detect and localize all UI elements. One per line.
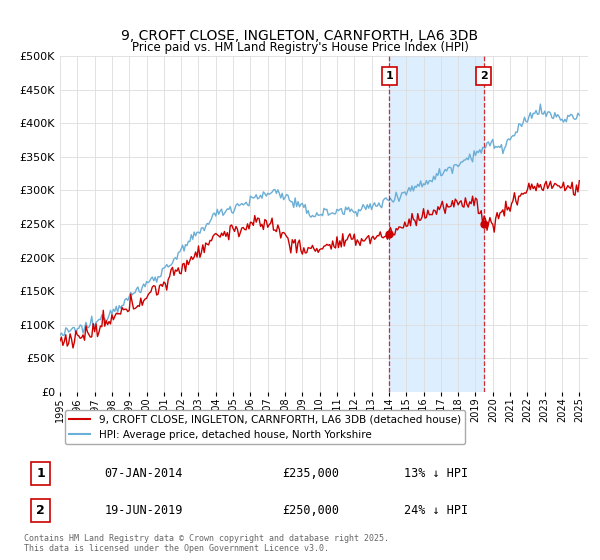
Text: Price paid vs. HM Land Registry's House Price Index (HPI): Price paid vs. HM Land Registry's House … xyxy=(131,41,469,54)
Bar xyxy=(389,56,484,392)
Text: £235,000: £235,000 xyxy=(283,466,340,479)
Legend: 9, CROFT CLOSE, INGLETON, CARNFORTH, LA6 3DB (detached house), HPI: Average pric: 9, CROFT CLOSE, INGLETON, CARNFORTH, LA6… xyxy=(65,410,465,444)
Text: 19-JUN-2019: 19-JUN-2019 xyxy=(104,505,182,517)
Text: Contains HM Land Registry data © Crown copyright and database right 2025.
This d: Contains HM Land Registry data © Crown c… xyxy=(23,534,389,553)
Text: 2: 2 xyxy=(37,505,45,517)
Text: £250,000: £250,000 xyxy=(283,505,340,517)
Text: 9, CROFT CLOSE, INGLETON, CARNFORTH, LA6 3DB: 9, CROFT CLOSE, INGLETON, CARNFORTH, LA6… xyxy=(121,29,479,44)
Text: 2: 2 xyxy=(480,71,487,81)
Text: 1: 1 xyxy=(37,466,45,479)
Text: 13% ↓ HPI: 13% ↓ HPI xyxy=(404,466,468,479)
Text: 07-JAN-2014: 07-JAN-2014 xyxy=(104,466,182,479)
Text: 24% ↓ HPI: 24% ↓ HPI xyxy=(404,505,468,517)
Text: 1: 1 xyxy=(386,71,394,81)
